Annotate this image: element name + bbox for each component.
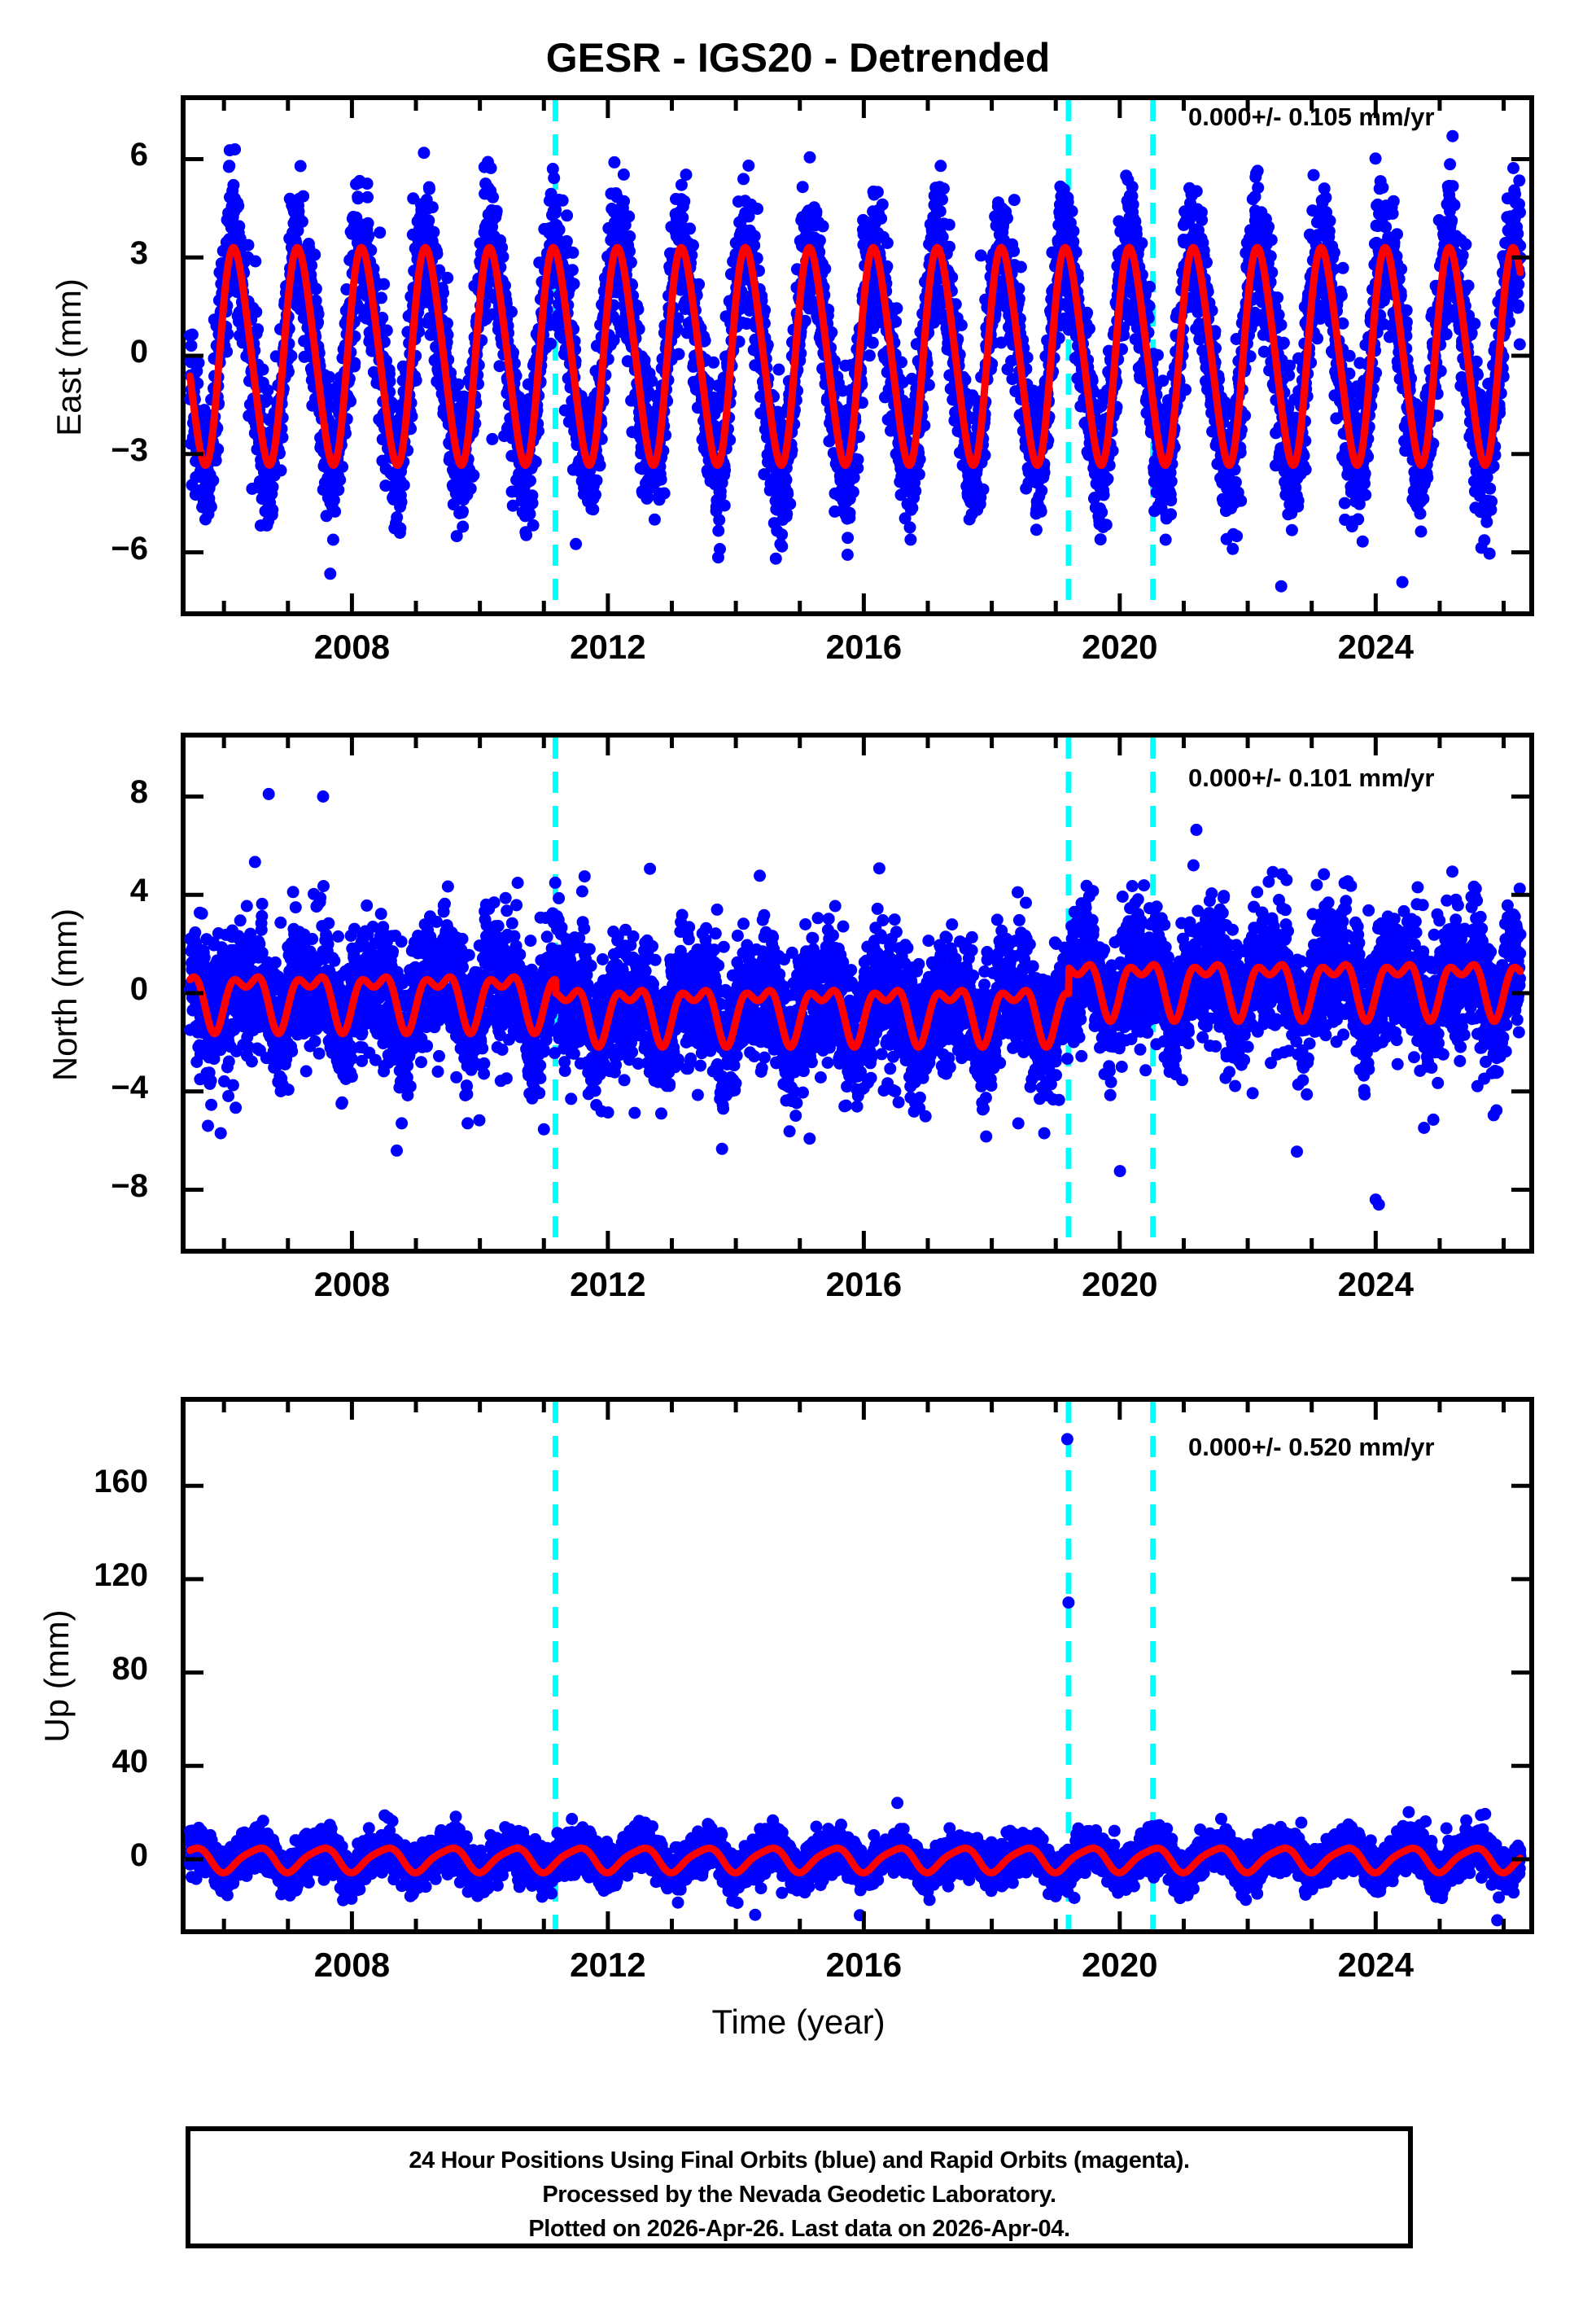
- xtick-label: 2020: [1082, 628, 1158, 666]
- ytick-label: −8: [111, 1167, 148, 1204]
- panel-north-plot: [184, 738, 1529, 1249]
- footer-line-3: Plotted on 2026-Apr-26. Last data on 202…: [528, 2216, 1070, 2242]
- rate-label-up: 0.000+/- 0.520 mm/yr: [1188, 1433, 1435, 1461]
- ytick-label: 0: [129, 971, 148, 1007]
- panel-east-plot: [184, 100, 1529, 611]
- model-curve: [186, 1844, 1524, 1877]
- model-curve: [186, 961, 1524, 1051]
- panel-up-plot: [184, 1402, 1529, 1929]
- xtick-label: 2008: [313, 1946, 391, 1984]
- page-title: GESR - IGS20 - Detrended: [545, 35, 1051, 81]
- xtick-label: 2016: [825, 628, 903, 666]
- tick-marks: [186, 738, 1529, 1249]
- ytick-label: 8: [129, 774, 148, 811]
- ytick-label: 3: [129, 235, 148, 272]
- outlier-point-3: [214, 1127, 227, 1140]
- xtick-label: 2020: [1082, 1946, 1158, 1984]
- outlier-point-0: [1060, 1433, 1073, 1446]
- panel-east: [181, 95, 1534, 616]
- rate-label-east: 0.000+/- 0.105 mm/yr: [1188, 103, 1435, 131]
- ytick-label: −3: [111, 431, 148, 468]
- ytick-label: 4: [129, 873, 148, 909]
- ytick-label: 0: [129, 334, 148, 370]
- xtick-label: 2012: [570, 628, 646, 666]
- outlier-point-1: [1062, 1596, 1075, 1609]
- ytick-label: 6: [129, 137, 148, 173]
- tick-marks: [186, 1402, 1529, 1929]
- xtick-label: 2020: [1082, 1265, 1158, 1303]
- xtick-label: 2024: [1337, 1265, 1415, 1303]
- xtick-label: 2024: [1337, 628, 1415, 666]
- ytick-label: −4: [111, 1069, 148, 1105]
- footer-note-box: 24 Hour Positions Using Final Orbits (bl…: [186, 2126, 1413, 2248]
- tick-marks: [186, 100, 1529, 611]
- xtick-label: 2008: [313, 628, 391, 666]
- xtick-label: 2012: [570, 1265, 646, 1303]
- ytick-label: 80: [112, 1650, 149, 1687]
- xtick-label: 2016: [825, 1265, 903, 1303]
- ytick-label: 0: [129, 1836, 148, 1873]
- data-points: [184, 823, 1527, 1178]
- xtick-label: 2024: [1337, 1946, 1415, 1984]
- footer-line-1: 24 Hour Positions Using Final Orbits (bl…: [409, 2147, 1190, 2173]
- model-curve: [186, 243, 1524, 470]
- xaxis-label: Time (year): [711, 2003, 885, 2041]
- footer-line-2: Processed by the Nevada Geodetic Laborat…: [542, 2182, 1056, 2208]
- outlier-point-2: [202, 1119, 214, 1132]
- ytick-label: −6: [111, 530, 148, 567]
- ytick-label: 120: [94, 1556, 148, 1593]
- xtick-label: 2008: [313, 1265, 391, 1303]
- panel-up: [181, 1397, 1534, 1934]
- outlier-point-1: [317, 790, 330, 803]
- ytick-label: 160: [94, 1464, 148, 1500]
- xtick-label: 2012: [570, 1946, 646, 1984]
- xtick-label: 2016: [825, 1946, 903, 1984]
- outlier-point-5: [1372, 1198, 1385, 1211]
- ytick-label: 40: [112, 1744, 149, 1780]
- scatter-points: [184, 823, 1527, 1178]
- panel-north: [181, 733, 1534, 1254]
- rate-label-north: 0.000+/- 0.101 mm/yr: [1188, 764, 1435, 792]
- outlier-point-0: [262, 787, 275, 800]
